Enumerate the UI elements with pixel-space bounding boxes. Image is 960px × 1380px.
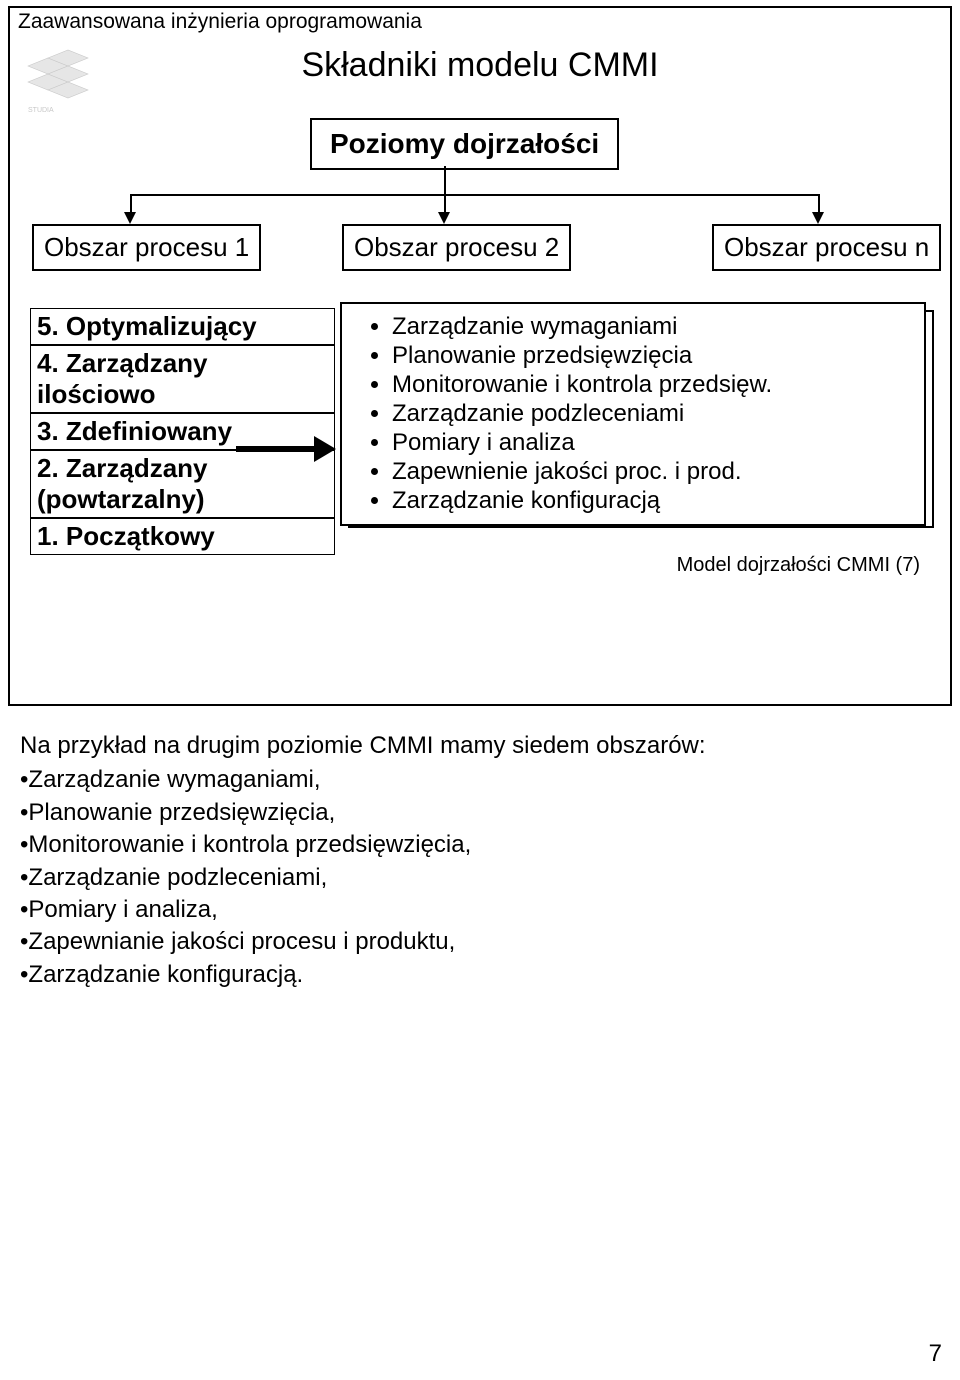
body-bullet: •Monitorowanie i kontrola przedsięwzięci… (20, 829, 940, 861)
connector-line (444, 166, 446, 194)
connector-line (818, 194, 820, 214)
level-5: 5. Optymalizujący (30, 308, 335, 345)
body-bullet: •Zarządzanie konfiguracją. (20, 959, 940, 991)
connector-line (444, 194, 446, 214)
level2-details-box: Zarządzanie wymaganiami Planowanie przed… (340, 302, 926, 526)
body-bullet: •Zarządzanie podzleceniami, (20, 862, 940, 894)
arrow-down-icon (812, 212, 824, 224)
level-2: 2. Zarządzany (powtarzalny) (30, 450, 335, 518)
detail-item: Zapewnienie jakości proc. i prod. (392, 458, 914, 486)
detail-item: Monitorowanie i kontrola przedsięw. (392, 371, 914, 399)
level-1: 1. Początkowy (30, 518, 335, 555)
svg-text:STUDIA: STUDIA (28, 107, 54, 114)
connector-line (130, 194, 132, 214)
process-area-1: Obszar procesu 1 (32, 224, 261, 271)
body-bullet: •Zapewnianie jakości procesu i produktu, (20, 926, 940, 958)
detail-item: Zarządzanie konfiguracją (392, 487, 914, 515)
detail-item: Pomiary i analiza (392, 429, 914, 457)
detail-item: Zarządzanie wymaganiami (392, 313, 914, 341)
course-title: Zaawansowana inżynieria oprogramowania (18, 10, 422, 34)
slide-title: Składniki modelu CMMI (10, 46, 950, 85)
process-area-2: Obszar procesu 2 (342, 224, 571, 271)
maturity-levels-box: Poziomy dojrzałości (310, 118, 619, 170)
body-bullet: •Zarządzanie wymaganiami, (20, 764, 940, 796)
logo-icon: STUDIA (18, 48, 98, 118)
slide-frame: Zaawansowana inżynieria oprogramowania S… (8, 6, 952, 706)
process-area-n: Obszar procesu n (712, 224, 941, 271)
slide-caption: Model dojrzałości CMMI (7) (677, 554, 920, 577)
level-4: 4. Zarządzany ilościowo (30, 345, 335, 413)
detail-item: Planowanie przedsięwzięcia (392, 342, 914, 370)
body-bullet: •Planowanie przedsięwzięcia, (20, 797, 940, 829)
body-bullet: •Pomiary i analiza, (20, 894, 940, 926)
connector-line (130, 194, 820, 196)
body-text: Na przykład na drugim poziomie CMMI mamy… (20, 730, 940, 991)
level-3: 3. Zdefiniowany (30, 413, 335, 450)
page-number: 7 (929, 1340, 942, 1368)
arrow-down-icon (438, 212, 450, 224)
detail-item: Zarządzanie podzleceniami (392, 400, 914, 428)
levels-stack: 5. Optymalizujący 4. Zarządzany ilościow… (30, 308, 335, 555)
body-lead: Na przykład na drugim poziomie CMMI mamy… (20, 730, 940, 762)
arrow-down-icon (124, 212, 136, 224)
